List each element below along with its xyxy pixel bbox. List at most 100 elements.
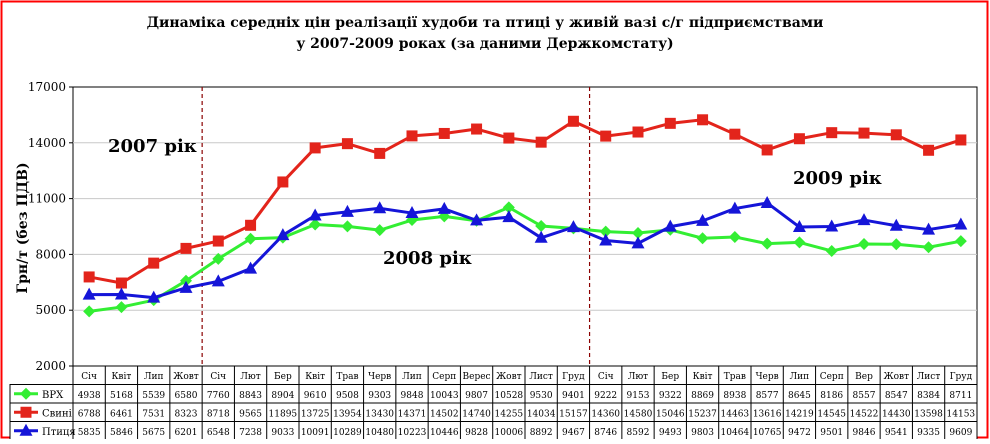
category-label: Квіт [693, 372, 713, 382]
value-label: 9493 [659, 428, 682, 438]
value-label: 5168 [110, 391, 133, 401]
data-point [245, 219, 257, 231]
series-ptytsia [82, 195, 968, 303]
data-point [82, 287, 96, 300]
data-point [793, 133, 805, 145]
data-point [308, 208, 322, 221]
data-point [470, 213, 484, 226]
value-label: 9530 [530, 391, 553, 401]
value-label: 5835 [78, 428, 101, 438]
value-label: 9508 [336, 391, 359, 401]
data-point [632, 126, 644, 138]
value-label: 15157 [559, 409, 588, 419]
value-label: 6788 [78, 409, 101, 419]
data-point [114, 287, 128, 300]
category-label: Бер [274, 372, 292, 382]
data-point [566, 220, 580, 233]
value-label: 9807 [465, 391, 488, 401]
value-label: 6548 [207, 428, 230, 438]
value-label: 8718 [207, 409, 230, 419]
legend-marker [20, 406, 32, 418]
data-point [825, 244, 838, 257]
data-point [212, 252, 225, 265]
value-label: 9222 [594, 391, 617, 401]
category-label: Вер [855, 372, 873, 382]
series-line [88, 118, 962, 285]
data-point [599, 225, 612, 238]
data-point [277, 176, 289, 188]
category-label: Квіт [111, 372, 131, 382]
data-point [535, 219, 548, 232]
data-point [729, 128, 741, 140]
category-label: Січ [598, 372, 614, 382]
category-label: Лип [402, 372, 422, 382]
data-point [664, 117, 676, 129]
y-tick-label: 17000 [28, 80, 66, 94]
y-axis-label: Грн/т (без ПДВ) [15, 162, 31, 293]
category-label: Верес [463, 372, 491, 382]
legend-label: Свині [42, 408, 72, 419]
y-tick-label: 5000 [35, 303, 66, 317]
value-label: 7531 [142, 409, 165, 419]
value-label: 14502 [430, 409, 459, 419]
category-label: Лют [240, 372, 260, 382]
value-label: 9541 [885, 428, 908, 438]
data-point [792, 220, 806, 233]
data-point [600, 130, 612, 142]
data-point [890, 238, 903, 251]
data-point [83, 305, 96, 318]
legend-key-ptytsia [14, 423, 38, 436]
value-label: 9848 [401, 391, 424, 401]
value-label: 9335 [917, 428, 940, 438]
category-label: Груд [950, 372, 973, 382]
data-point [922, 222, 936, 235]
data-point [696, 232, 709, 245]
value-label: 6461 [110, 409, 133, 419]
value-label: 14522 [850, 409, 879, 419]
annotation-2008: 2008 рік [383, 248, 472, 269]
data-point [147, 290, 161, 303]
data-point [761, 144, 773, 156]
data-point [663, 219, 677, 232]
category-label: Лист [917, 372, 941, 382]
data-point [632, 226, 644, 239]
category-label: Жовт [173, 372, 199, 382]
value-label: 9153 [627, 391, 650, 401]
category-label: Лют [628, 372, 648, 382]
legend-marker [20, 387, 32, 400]
legend-key-svyni [14, 406, 38, 418]
data-point [341, 220, 354, 233]
data-point [793, 236, 806, 249]
data-point [309, 142, 321, 154]
value-label: 14371 [398, 409, 427, 419]
data-point [244, 232, 257, 245]
plot-area: 2000 5000 8000 11000 14000 17000 [28, 80, 978, 385]
value-label: 14430 [882, 409, 911, 419]
data-point [889, 218, 903, 231]
value-label: 9303 [368, 391, 391, 401]
data-point [471, 123, 483, 135]
value-label: 14740 [462, 409, 491, 419]
data-point [83, 271, 95, 283]
data-point [954, 217, 968, 230]
legend-label: ВРХ [42, 390, 64, 401]
value-label: 5539 [142, 391, 165, 401]
data-point [955, 134, 967, 146]
data-point [309, 218, 322, 231]
data-point [761, 237, 774, 250]
value-label: 10091 [301, 428, 330, 438]
data-point [115, 301, 128, 314]
value-label: 10528 [495, 391, 524, 401]
data-point [148, 257, 160, 269]
category-label: Квіт [305, 372, 325, 382]
value-label: 8577 [756, 391, 779, 401]
value-label: 14463 [721, 409, 750, 419]
value-label: 13616 [753, 409, 782, 419]
data-point [567, 115, 579, 127]
category-label: Трав [724, 372, 746, 382]
category-label: Груд [562, 372, 585, 382]
category-label: Черв [368, 372, 391, 382]
value-label: 9565 [239, 409, 262, 419]
annotation-2007: 2007 рік [108, 136, 197, 157]
